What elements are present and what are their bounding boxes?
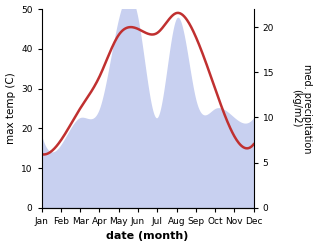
- Y-axis label: med. precipitation
(kg/m2): med. precipitation (kg/m2): [291, 64, 313, 153]
- Y-axis label: max temp (C): max temp (C): [5, 73, 16, 144]
- X-axis label: date (month): date (month): [107, 231, 189, 242]
